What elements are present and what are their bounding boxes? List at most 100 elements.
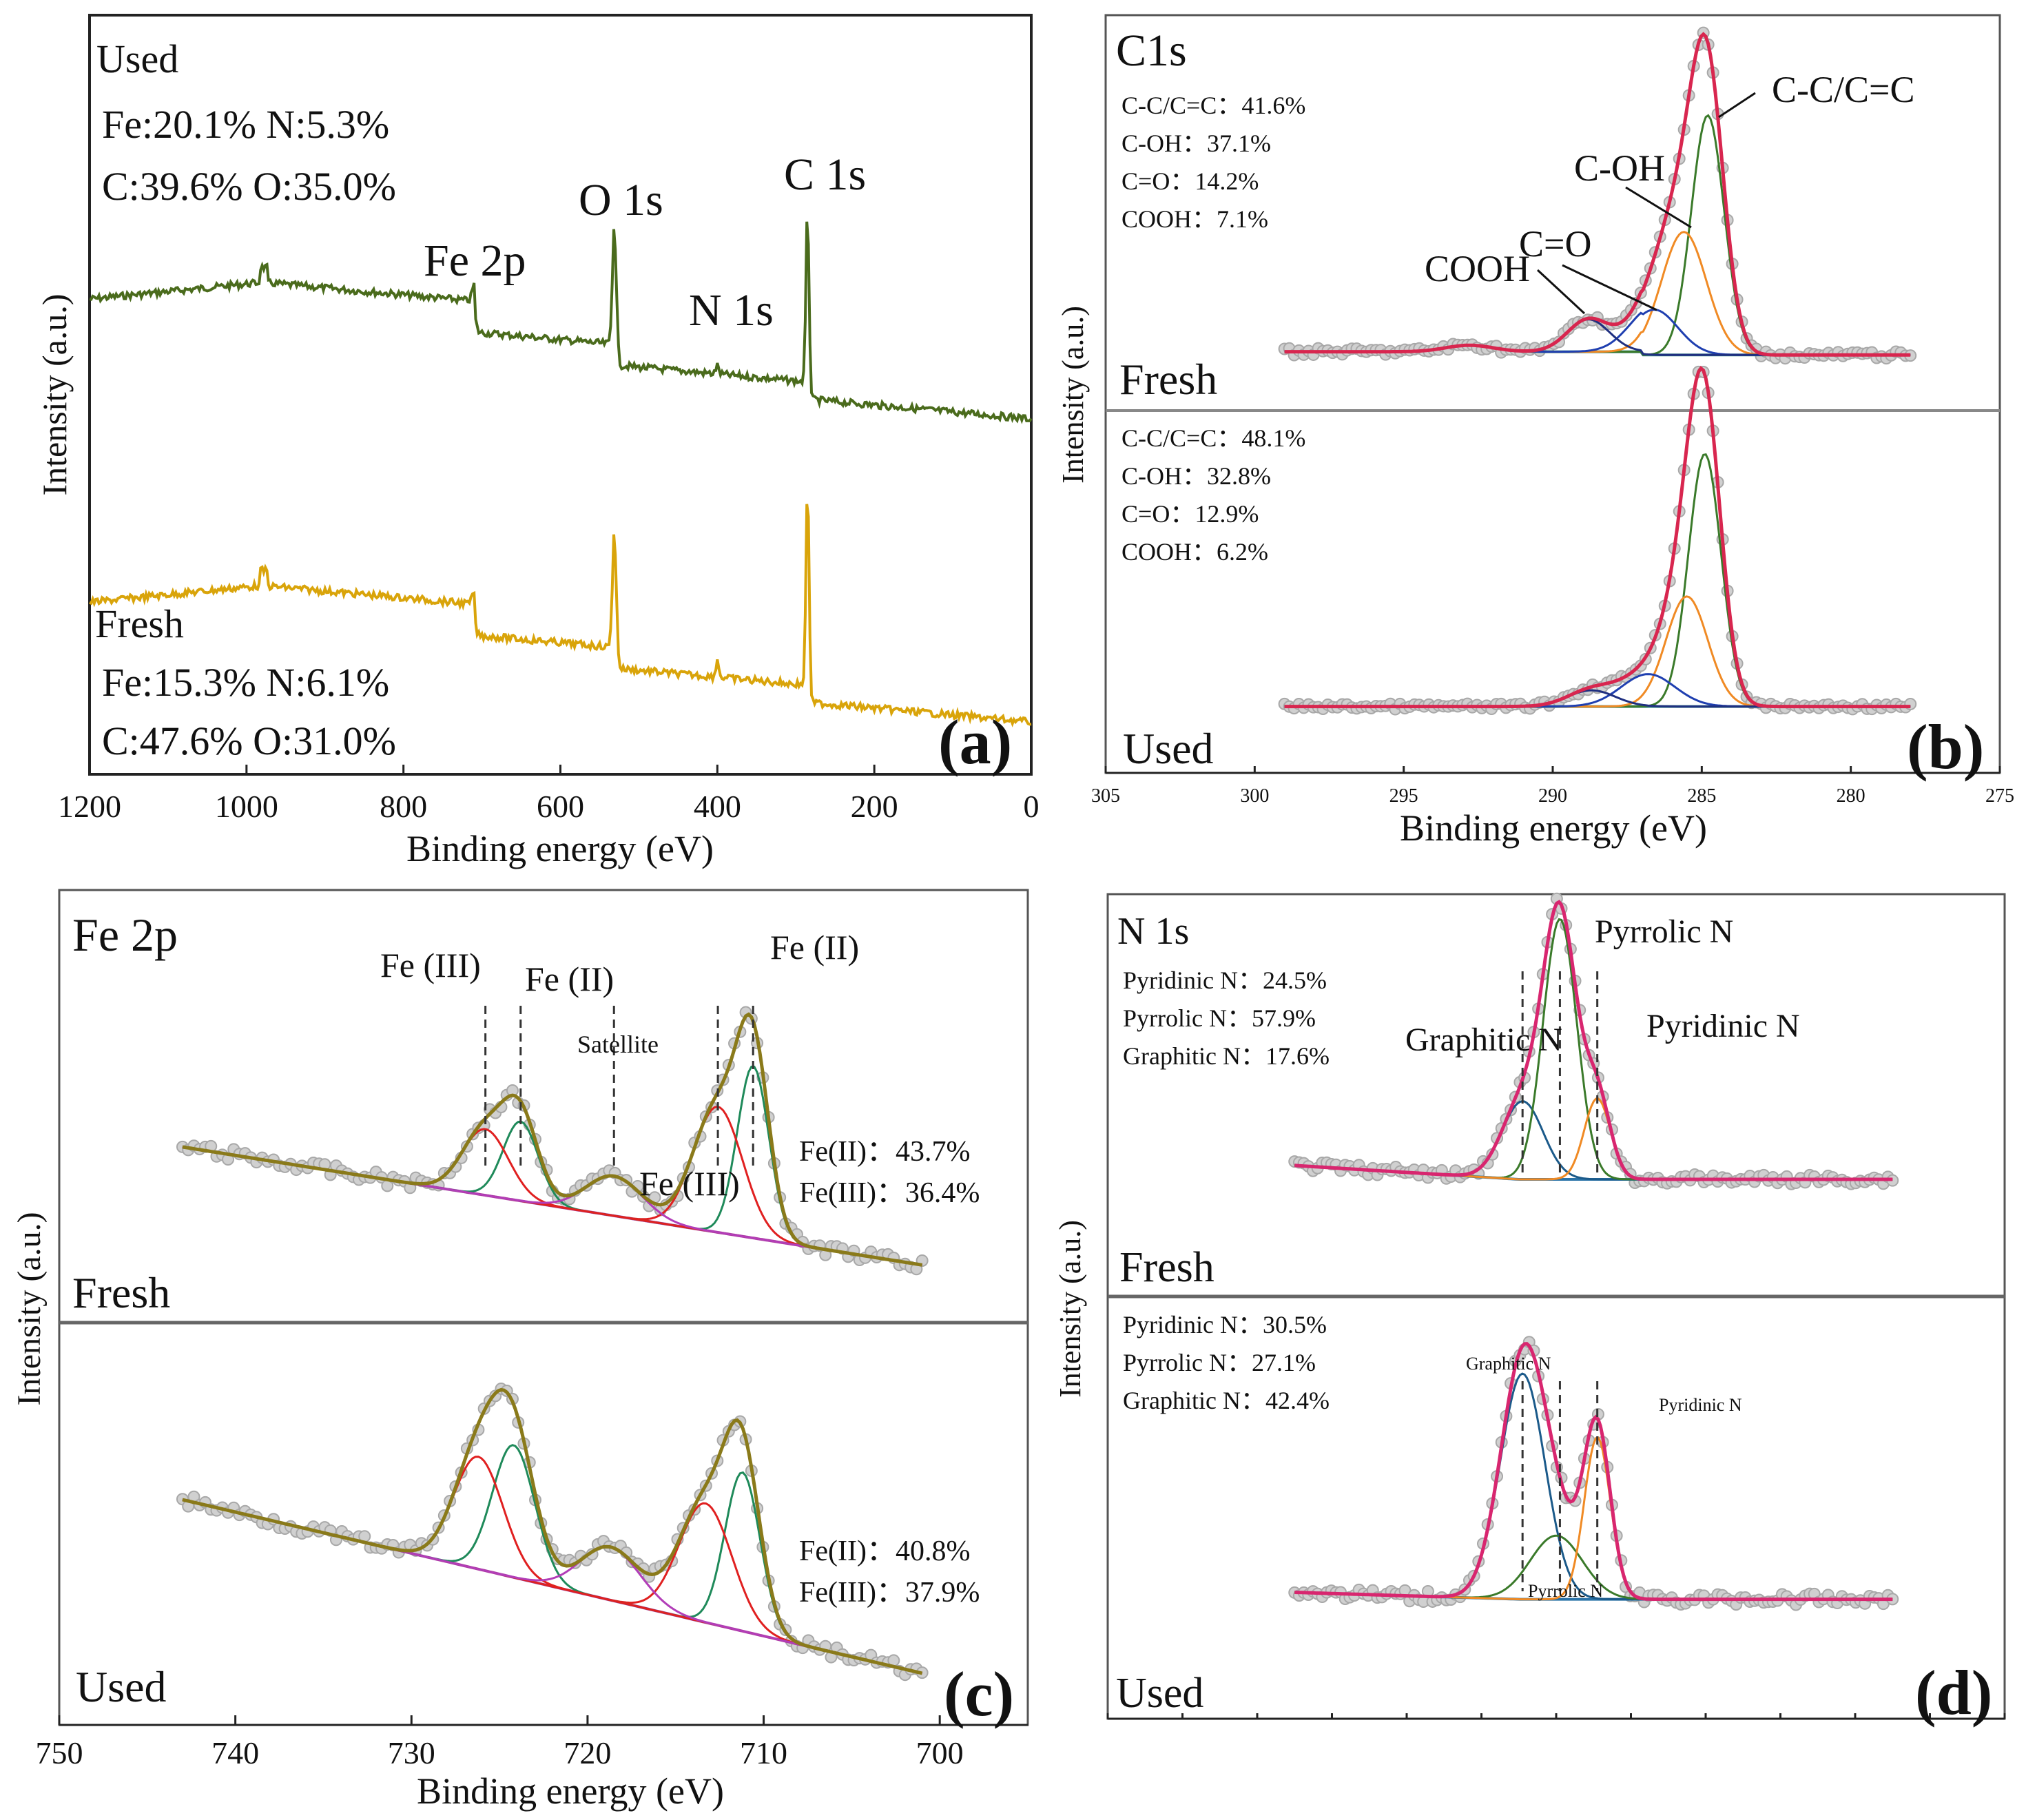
label-coh: C-OH (1574, 147, 1665, 189)
c-label-satellite: Satellite (577, 1031, 659, 1058)
panel-c-x-tick-label: 750 (36, 1735, 83, 1770)
b-fresh-stat-2: C-OH：37.1% (1121, 130, 1271, 157)
fresh-survey-line (89, 504, 1032, 727)
d-panel-name-fresh: Fresh (1119, 1244, 1214, 1291)
series-name-used: Used (96, 37, 178, 81)
panel-b-ylabel: Intensity (a.u.) (1056, 306, 1090, 484)
panel-a-label: (a) (938, 707, 1012, 777)
panel-a-x-tick-label: 1200 (58, 789, 121, 824)
c-label-fe2-b: Fe (II) (770, 928, 859, 966)
d-fresh-stat-2: Pyrrolic N：57.9% (1123, 1004, 1316, 1032)
panel-c-fe2p: 750 740 730 720 710 700 Fe 2p Fe (III) Fe (II… (11, 889, 1029, 1812)
c-fresh-envelope (182, 1012, 922, 1267)
peak-label-n1s: N 1s (689, 285, 774, 335)
d-used-stat-1: Pyridinic N：30.5% (1123, 1311, 1327, 1338)
panel-d-ylabel: Intensity (a.u.) (1053, 1220, 1087, 1398)
used-survey-line (89, 221, 1033, 424)
label-cc: C-C/C=C (1772, 69, 1915, 110)
panel-b-x-tick-label: 305 (1091, 785, 1120, 807)
panel-a-x-tick-label: 1000 (215, 789, 278, 824)
panel-b-x-tick-label: 290 (1538, 785, 1567, 807)
d-used-label-pyridinic: Pyridinic N (1659, 1395, 1742, 1415)
c-label-fe3-a: Fe (III) (380, 946, 481, 984)
b-fresh-component-1 (1284, 231, 1911, 356)
b-used-stat-3: C=O：12.9% (1121, 500, 1259, 528)
c-label-fe2-a: Fe (II) (525, 960, 614, 998)
c-panel-name-used: Used (76, 1662, 167, 1711)
series-name-fresh: Fresh (95, 601, 184, 646)
panel-d-label: (d) (1915, 1657, 1992, 1728)
panel-c-plot (176, 1006, 929, 1682)
panel-b-x-tick-label: 280 (1837, 785, 1865, 807)
panel-b-label: (b) (1907, 712, 1984, 782)
panel-d-plot (1288, 892, 1899, 1611)
panel-c-x-tick-label: 720 (564, 1735, 611, 1770)
panel-c-label: (c) (944, 1659, 1014, 1729)
fresh-composition-line-1: Fe:15.3% N:6.1% (102, 660, 389, 705)
fresh-composition-line-2: C:47.6% O:31.0% (102, 718, 396, 763)
panel-a-xlabel: Binding energy (eV) (406, 828, 714, 869)
panel-c-title: Fe 2p (72, 909, 178, 961)
b-fresh-stat-4: COOH：7.1% (1121, 205, 1268, 233)
peak-label-o1s: O 1s (579, 175, 663, 225)
used-composition-line-2: C:39.6% O:35.0% (102, 164, 396, 209)
b-used-stat-2: C-OH：32.8% (1121, 462, 1271, 490)
d-fresh-label-pyridinic: Pyridinic N (1646, 1008, 1800, 1044)
d-used-stat-2: Pyrrolic N：27.1% (1123, 1349, 1316, 1376)
panel-d-title: N 1s (1117, 910, 1189, 953)
c-used-stat-1: Fe(II)：40.8% (799, 1535, 970, 1567)
panel-d-x-axis (1106, 1713, 2006, 1720)
label-cooh: COOH (1425, 248, 1530, 289)
b-used-envelope (1284, 365, 1911, 709)
panel-a-plot (89, 221, 1033, 727)
panel-b-x-tick-label: 285 (1687, 785, 1716, 807)
panel-c-x-tick-label: 730 (388, 1735, 435, 1770)
panel-a-x-tick-label: 400 (694, 789, 741, 824)
panel-a-survey: 1200 1000 800 600 400 200 0 Binding energy (eV… (35, 14, 1040, 869)
panel-c-xlabel: Binding energy (eV) (417, 1770, 724, 1812)
peak-label-c1s: C 1s (784, 149, 866, 200)
panel-a-ylabel: Intensity (a.u.) (35, 294, 74, 496)
d-used-component-0 (1294, 1372, 1893, 1601)
label-co: C=O (1519, 223, 1591, 265)
panel-a-x-axis: 1200 1000 800 600 400 200 0 (58, 765, 1040, 824)
d-fresh-label-pyrrolic: Pyrrolic N (1595, 913, 1733, 950)
panel-c-ylabel: Intensity (a.u.) (11, 1212, 48, 1405)
panel-c-x-axis: 750 740 730 720 710 700 (36, 1715, 1028, 1770)
b-panel-name-used: Used (1123, 724, 1214, 773)
leader-coh (1625, 186, 1692, 229)
panel-b-xlabel: Binding energy (eV) (1400, 807, 1707, 849)
panel-b-x-tick-label: 295 (1389, 785, 1418, 807)
panel-b-c1s: 305 300 295 290 285 280 275 C1s C-C/C=C：41.6% … (1056, 14, 2014, 849)
d-used-label-graphitic: Graphitic N (1466, 1354, 1551, 1374)
panel-a-x-tick-label: 800 (380, 789, 427, 824)
panel-c-x-tick-label: 740 (211, 1735, 259, 1770)
used-composition-line-1: Fe:20.1% N:5.3% (102, 102, 389, 147)
panel-b-x-axis: 305 300 295 290 285 280 275 (1091, 766, 2014, 807)
c-used-stat-2: Fe(III)：37.9% (799, 1577, 980, 1609)
d-fresh-stat-1: Pyridinic N：24.5% (1123, 966, 1327, 994)
panel-a-x-tick-label: 200 (851, 789, 898, 824)
d-used-envelope (1294, 1342, 1893, 1602)
panel-c-x-tick-label: 710 (740, 1735, 787, 1770)
b-used-component-0 (1284, 453, 1911, 708)
leader-co (1562, 264, 1657, 311)
b-used-stat-4: COOH：6.2% (1121, 538, 1268, 566)
b-fresh-stat-1: C-C/C=C：41.6% (1121, 92, 1305, 119)
panel-b-title: C1s (1116, 25, 1187, 76)
panel-b-frame (1104, 14, 2001, 774)
d-fresh-label-graphitic: Graphitic N (1405, 1022, 1562, 1058)
b-fresh-envelope (1284, 32, 1911, 357)
c-panel-name-fresh: Fresh (72, 1268, 170, 1317)
panel-b-x-tick-label: 275 (1985, 785, 2014, 807)
b-panel-name-fresh: Fresh (1119, 355, 1217, 404)
d-fresh-stat-3: Graphitic N：17.6% (1123, 1042, 1330, 1070)
panel-c-x-tick-label: 700 (916, 1735, 964, 1770)
panel-a-x-tick-label: 0 (1024, 789, 1040, 824)
peak-label-fe2p: Fe 2p (424, 236, 526, 286)
panel-d-n1s: N 1s Pyridinic N：24.5% Pyrrolic N：57.9% … (1053, 892, 2006, 1728)
b-used-stat-1: C-C/C=C：48.1% (1121, 424, 1305, 452)
c-fresh-stat-1: Fe(II)：43.7% (799, 1136, 970, 1168)
